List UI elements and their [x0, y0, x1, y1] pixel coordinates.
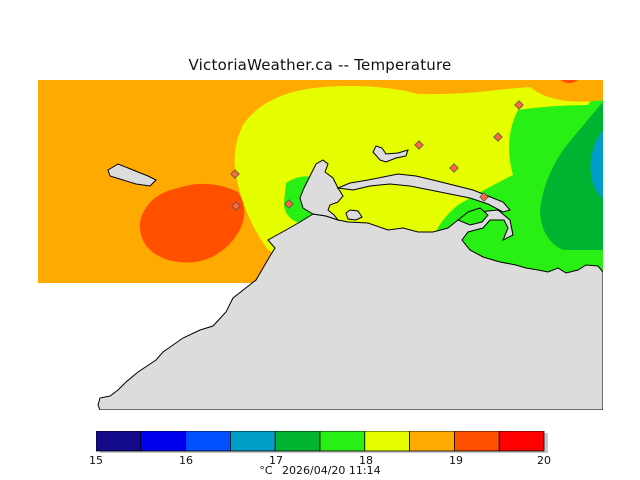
peninsula-north — [299, 159, 344, 222]
unit-label: °C — [259, 464, 273, 477]
legend-bin — [185, 431, 231, 452]
bay-islet — [372, 145, 409, 163]
station-marker — [414, 140, 424, 150]
station-marker — [231, 201, 241, 211]
legend-bin — [140, 431, 186, 452]
small-islet — [345, 209, 363, 221]
legend-bin — [96, 431, 142, 452]
map-title: VictoriaWeather.ca -- Temperature — [188, 56, 452, 74]
legend-footer: °C 2026/04/20 11:14 — [0, 464, 640, 477]
temperature-map — [38, 80, 603, 410]
timestamp: 2026/04/20 11:14 — [282, 464, 381, 477]
northern-shore-segment — [336, 173, 511, 213]
southeast-inlet — [457, 207, 489, 226]
legend-tick-20: 20 — [537, 454, 551, 467]
legend-bin — [274, 431, 321, 452]
legend-tick-16: 16 — [179, 454, 193, 467]
station-markers — [230, 100, 524, 211]
legend-bin — [319, 431, 366, 452]
land — [97, 145, 603, 410]
legend-bin — [409, 431, 455, 452]
legend-tick-18: 18 — [359, 454, 373, 467]
color-legend — [96, 431, 548, 453]
zone-19-19.5 — [139, 183, 245, 263]
legend-bin — [498, 431, 545, 452]
station-marker — [230, 169, 240, 179]
island-west — [107, 163, 157, 187]
legend-bin — [453, 431, 500, 452]
zone-17-17.5 — [540, 102, 603, 250]
legend-tick-15: 15 — [89, 454, 103, 467]
station-marker — [479, 192, 489, 202]
legend-bin — [364, 431, 410, 452]
station-marker — [449, 163, 459, 173]
station-marker — [514, 100, 524, 110]
legend-bin — [229, 431, 276, 452]
legend-tick-17: 17 — [269, 454, 283, 467]
legend-tick-19: 19 — [449, 454, 463, 467]
zone-16.5-17 — [590, 130, 603, 198]
station-marker — [493, 132, 503, 142]
southern-landmass — [97, 209, 603, 410]
zone-18.5-19-ne — [526, 80, 603, 102]
zone-19-19.5-ne — [560, 80, 578, 84]
station-marker — [284, 199, 294, 209]
